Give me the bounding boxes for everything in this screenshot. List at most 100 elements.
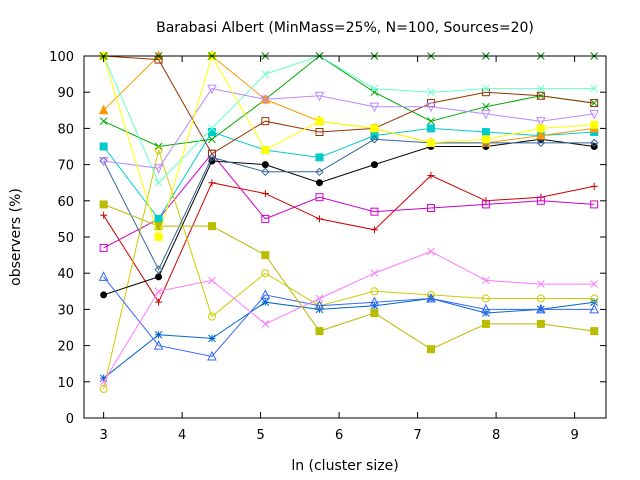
series-12 xyxy=(99,52,599,187)
data-point xyxy=(481,303,491,314)
series-14 xyxy=(98,84,600,174)
data-point xyxy=(369,102,380,113)
data-point xyxy=(589,303,600,314)
y-tick-label: 0 xyxy=(66,412,74,427)
series-line xyxy=(103,174,595,304)
data-point xyxy=(536,196,545,205)
data-point xyxy=(590,99,599,108)
y-tick-label: 40 xyxy=(57,267,74,282)
data-point xyxy=(314,300,325,310)
data-point xyxy=(370,84,379,93)
data-point xyxy=(154,265,163,274)
data-point xyxy=(426,138,435,147)
data-point xyxy=(315,327,324,336)
data-point xyxy=(590,84,599,93)
y-tick-label: 90 xyxy=(57,86,74,101)
data-point xyxy=(590,182,598,190)
plot-frame xyxy=(83,55,607,419)
data-point xyxy=(261,161,269,169)
data-point xyxy=(261,190,269,198)
data-point xyxy=(427,247,435,256)
data-point xyxy=(153,339,164,350)
data-point xyxy=(207,222,216,231)
data-point xyxy=(261,70,270,78)
series-line xyxy=(103,250,595,383)
data-point xyxy=(261,167,270,177)
series-9 xyxy=(98,271,600,361)
data-point xyxy=(315,215,323,223)
data-point xyxy=(315,294,324,303)
data-point xyxy=(208,124,216,133)
data-point xyxy=(315,167,324,177)
x-tick-label: 8 xyxy=(492,428,500,443)
data-point xyxy=(315,193,324,202)
data-point xyxy=(370,207,379,216)
data-point xyxy=(155,273,163,281)
data-point xyxy=(153,164,164,174)
series-line xyxy=(103,148,595,390)
series-15 xyxy=(99,200,599,354)
data-point xyxy=(536,124,545,133)
data-point xyxy=(154,287,163,296)
data-point xyxy=(99,200,108,209)
series-line xyxy=(103,138,595,296)
data-point xyxy=(426,204,435,213)
data-point xyxy=(370,269,379,278)
x-tick-label: 5 xyxy=(256,428,264,443)
data-point xyxy=(207,128,216,137)
data-point xyxy=(536,303,546,314)
series-3 xyxy=(99,294,599,383)
series-5 xyxy=(99,124,599,223)
data-point xyxy=(370,124,379,133)
data-point xyxy=(370,226,378,234)
data-point xyxy=(426,102,436,113)
data-point xyxy=(426,345,435,354)
data-point xyxy=(98,271,109,281)
data-point xyxy=(370,135,379,144)
data-point xyxy=(536,117,546,127)
y-tick-label: 30 xyxy=(57,303,74,318)
y-tick-label: 80 xyxy=(57,122,74,137)
series-line xyxy=(103,276,595,358)
data-point xyxy=(261,320,270,328)
y-tick-label: 10 xyxy=(57,376,74,391)
x-tick-label: 6 xyxy=(335,428,343,443)
data-point xyxy=(208,276,216,285)
data-point xyxy=(260,95,271,106)
data-point xyxy=(207,312,216,321)
data-point xyxy=(481,294,490,303)
series-line xyxy=(103,88,595,169)
data-point xyxy=(536,84,545,93)
data-point xyxy=(208,135,216,144)
data-point xyxy=(154,330,163,339)
data-point xyxy=(481,200,490,209)
series-line xyxy=(103,55,595,155)
data-point xyxy=(99,243,108,252)
x-axis-label: ln (cluster size) xyxy=(291,458,398,474)
data-point xyxy=(260,289,271,299)
plot-series xyxy=(98,50,600,394)
data-point xyxy=(208,334,216,343)
data-point xyxy=(427,171,435,179)
chart-title: Barabasi Albert (MinMass=25%, N=100, Sou… xyxy=(156,20,534,36)
data-point xyxy=(482,276,490,285)
x-tick-label: 4 xyxy=(178,428,186,443)
data-point xyxy=(315,153,324,162)
data-point xyxy=(315,117,324,126)
data-point xyxy=(590,138,599,148)
series-line xyxy=(103,55,595,184)
series-line xyxy=(103,55,595,148)
y-tick-label: 50 xyxy=(57,231,74,246)
series-line xyxy=(103,152,595,249)
data-point xyxy=(99,117,108,126)
data-point xyxy=(536,138,546,148)
data-point xyxy=(99,385,108,394)
data-point xyxy=(261,298,270,307)
data-point xyxy=(590,294,599,303)
data-point xyxy=(315,179,323,187)
y-tick-label: 100 xyxy=(49,50,74,65)
data-point xyxy=(590,120,599,129)
data-point xyxy=(100,211,108,219)
series-line xyxy=(103,203,595,350)
